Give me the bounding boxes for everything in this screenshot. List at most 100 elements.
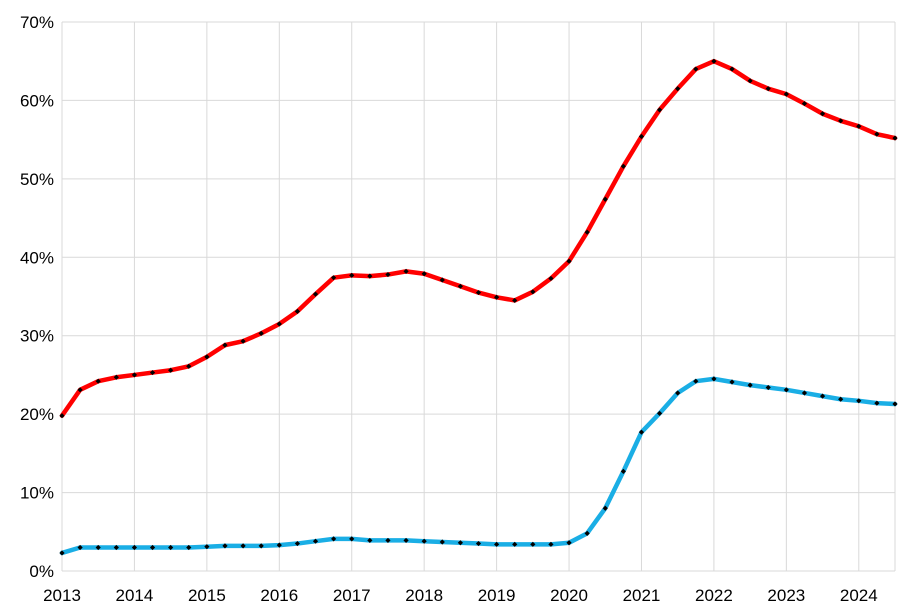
data-point [95,544,101,551]
data-point [656,410,663,416]
x-tick-label: 2014 [116,586,154,605]
data-point [204,544,210,550]
data-point [421,538,427,544]
data-point [439,539,445,545]
data-point [258,543,264,549]
y-axis-tick-labels: 0% 10% 20% 30% 40% 50% 60% 70% [20,13,54,581]
data-point [457,283,463,289]
data-point [367,273,373,279]
data-point [838,396,844,402]
data-point [149,544,156,551]
data-point [819,393,826,399]
data-point [276,542,282,548]
data-point [258,330,264,336]
data-point [530,289,536,295]
data-point [77,544,83,551]
data-point [711,58,717,64]
y-tick-label: 70% [20,13,54,32]
y-tick-label: 20% [20,405,54,424]
data-point [675,86,681,92]
data-point [783,91,789,97]
data-point [59,413,65,419]
data-point [439,277,445,283]
data-point [77,387,83,393]
data-point [149,369,156,376]
data-markers [59,58,898,556]
data-point [113,374,119,380]
x-axis-tick-labels: 2013 2014 2015 2016 2017 2018 2019 2020 2021 2022… [43,586,878,605]
data-point [747,78,753,84]
data-point [59,550,65,556]
data-point [95,378,101,384]
x-tick-label: 2024 [840,586,878,605]
x-tick-label: 2016 [260,586,298,605]
data-point [747,382,753,388]
y-tick-label: 0% [29,562,54,581]
data-point [494,294,500,300]
data-point [475,289,482,296]
data-point [186,544,192,551]
data-point [331,536,337,542]
data-point [892,401,898,407]
y-tick-label: 50% [20,170,54,189]
data-point [131,372,138,378]
data-point [403,268,409,275]
x-tick-label: 2021 [623,586,661,605]
data-point [186,363,192,369]
data-point [638,429,645,435]
data-point [838,118,844,124]
data-point [819,111,826,117]
y-tick-label: 60% [20,91,54,110]
data-point [783,387,789,393]
data-point [131,544,138,551]
data-point [620,468,626,474]
data-point [856,398,862,404]
x-tick-label: 2020 [550,586,588,605]
data-point [240,338,246,344]
series-line-2 [59,376,898,556]
data-point [801,390,808,396]
x-tick-label: 2013 [43,586,81,605]
data-point [331,275,337,281]
data-point [711,376,717,382]
data-point [240,543,246,549]
y-tick-label: 40% [20,248,54,267]
data-point [765,86,771,92]
grid [61,21,896,572]
data-point [584,530,590,536]
data-point [168,367,174,373]
data-point [693,378,699,384]
x-tick-label: 2022 [695,586,733,605]
series-line-1 [59,58,898,418]
x-tick-label: 2015 [188,586,226,605]
data-point [566,540,572,546]
data-point [312,538,319,544]
data-point [675,390,681,396]
data-point [874,400,880,406]
data-point [729,66,735,72]
data-point [530,541,536,547]
data-point [349,536,355,542]
data-point [765,384,771,391]
data-point [294,308,301,315]
data-point [548,275,554,282]
data-point [548,541,554,547]
data-point [222,543,228,549]
data-point [204,354,210,360]
data-point [475,540,482,547]
data-point [693,66,699,72]
data-point [892,135,898,141]
data-point [494,541,500,547]
data-point [367,537,373,544]
data-point [349,272,355,278]
data-point [874,131,880,137]
data-point [403,537,409,544]
x-tick-label: 2023 [767,586,805,605]
data-point [602,196,608,202]
x-tick-label: 2017 [333,586,371,605]
data-point [729,379,735,385]
data-point [385,537,391,544]
data-point [276,321,282,327]
